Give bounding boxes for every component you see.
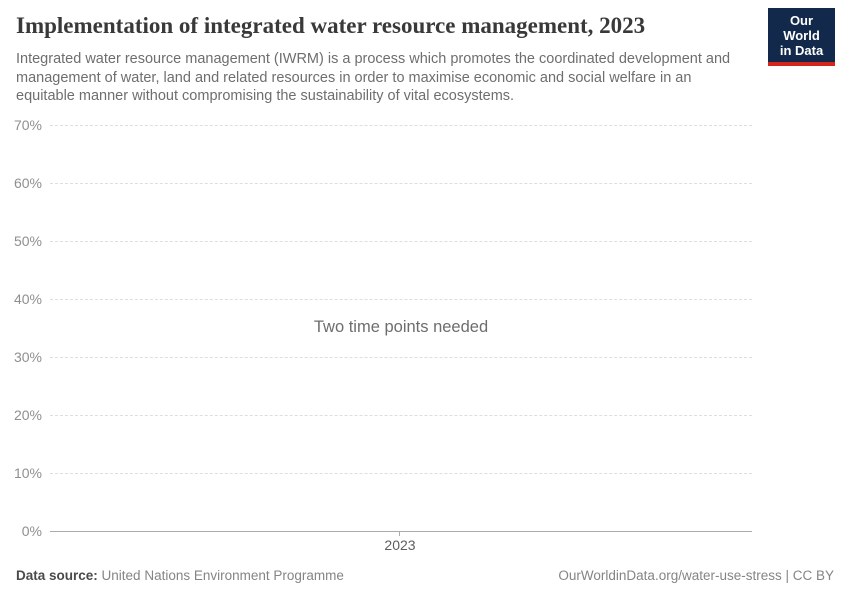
y-tick-label: 20% (13, 407, 42, 423)
gridline (50, 241, 752, 242)
y-tick-label: 10% (13, 465, 42, 481)
y-tick-label: 40% (13, 291, 42, 307)
owid-logo: Our World in Data (768, 8, 835, 66)
y-tick-label: 60% (13, 175, 42, 191)
data-source: Data source: United Nations Environment … (16, 568, 344, 583)
y-tick-label: 70% (13, 117, 42, 133)
chart-title: Implementation of integrated water resou… (16, 13, 646, 38)
owid-logo-line2: in Data (779, 43, 824, 58)
gridline (50, 415, 752, 416)
gridline (50, 183, 752, 184)
x-tick-label: 2023 (384, 537, 416, 553)
gridline (50, 473, 752, 474)
gridline (50, 299, 752, 300)
attribution: OurWorldinData.org/water-use-stress | CC… (558, 568, 834, 583)
x-tick-mark (399, 531, 400, 536)
gridline (50, 125, 752, 126)
x-axis-line (50, 531, 752, 532)
y-tick-label: 0% (21, 523, 42, 539)
empty-state-message: Two time points needed (313, 318, 489, 336)
owid-logo-line1: Our World (783, 13, 820, 43)
y-tick-label: 30% (13, 349, 42, 365)
chart-subtitle: Integrated water resource management (IW… (16, 51, 731, 104)
data-source-value: United Nations Environment Programme (101, 568, 344, 583)
gridline (50, 357, 752, 358)
chart-footer: Data source: United Nations Environment … (16, 568, 834, 583)
y-tick-label: 50% (13, 233, 42, 249)
data-source-label: Data source: (16, 568, 98, 583)
